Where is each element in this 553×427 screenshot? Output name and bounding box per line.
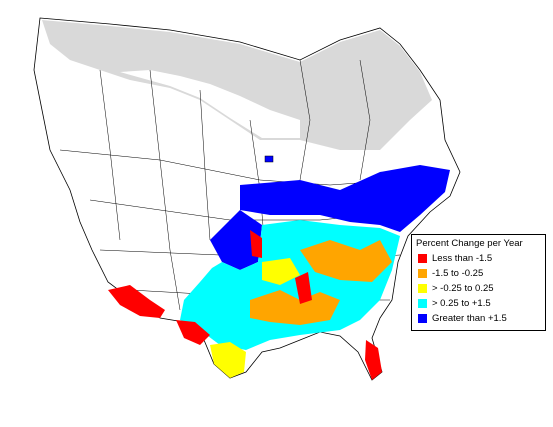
region-less-than-neg-1-5-gulf — [176, 320, 210, 345]
region-less-than-neg-1-5-florida — [365, 340, 382, 380]
region-less-than-neg-1-5-mexico — [108, 285, 165, 318]
legend-label: Greater than +1.5 — [432, 313, 507, 324]
legend-label: > 0.25 to +1.5 — [432, 298, 491, 309]
legend-swatch — [418, 299, 427, 308]
region-near-zero-texas — [210, 342, 246, 378]
region-neg-1-5-to-neg-0-25-east — [300, 240, 392, 282]
legend-swatch — [418, 254, 427, 263]
legend-swatch — [418, 314, 427, 323]
no-data-region-north — [120, 70, 300, 138]
region-neg-1-5-to-neg-0-25-south — [250, 290, 340, 325]
region-near-zero-midwest — [262, 258, 300, 285]
region-greater-than-1-5-northeast — [240, 165, 450, 232]
island-marker — [264, 155, 274, 163]
legend-label: -1.5 to -0.25 — [432, 268, 484, 279]
no-data-region — [42, 20, 432, 150]
region-less-than-neg-1-5-plains — [250, 230, 262, 258]
legend-swatch — [418, 284, 427, 293]
legend-label: > -0.25 to 0.25 — [432, 283, 494, 294]
region-greater-than-1-5-west — [210, 210, 262, 270]
legend-label: Less than -1.5 — [432, 253, 493, 264]
region-less-than-neg-1-5-southeast — [295, 272, 312, 304]
map-legend: Percent Change per Year Less than -1.5 -1… — [411, 234, 546, 331]
legend-swatch — [418, 269, 427, 278]
legend-title: Percent Change per Year — [416, 238, 523, 249]
